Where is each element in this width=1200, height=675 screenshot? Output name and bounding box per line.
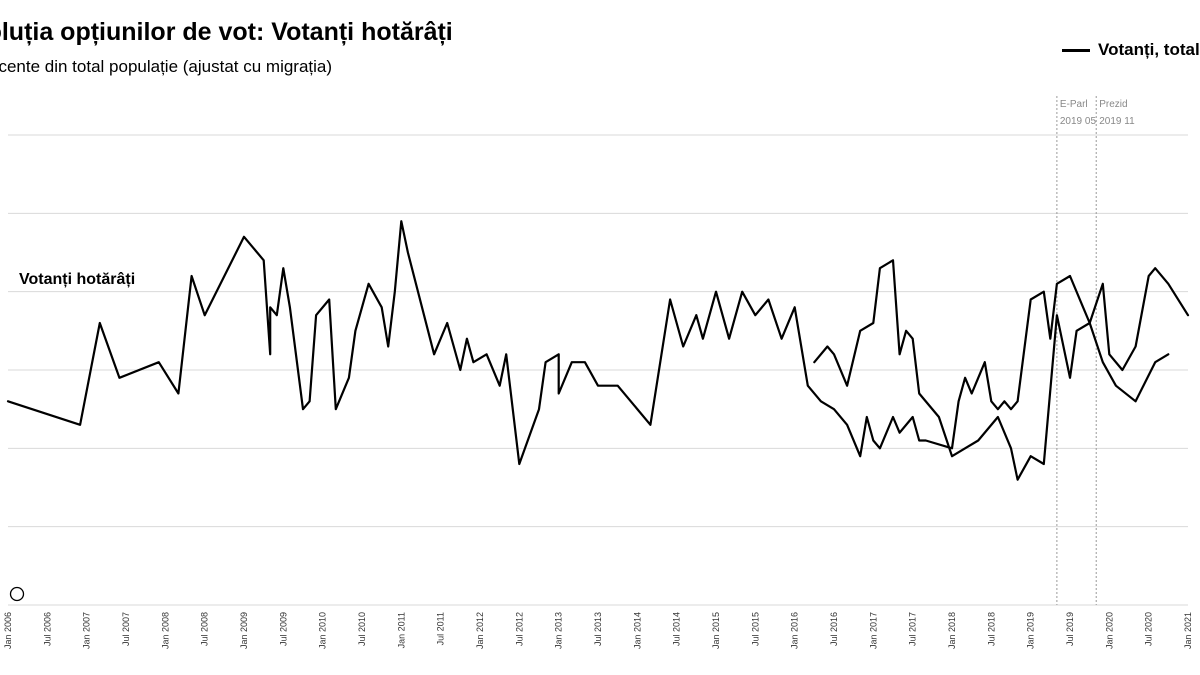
x-tick-label: Jan 2007 [82,612,92,649]
x-tick-label: Jan 2016 [790,612,800,649]
x-tick-label: Jan 2011 [396,612,406,648]
chart-subtitle: Procente din total populație (ajustat cu… [0,57,333,76]
series-line [6,220,1170,466]
legend-entry-label: Votanți, total [1098,40,1200,59]
x-tick-label: Jan 2015 [711,612,721,649]
x-tick-label: Jul 2016 [829,612,839,646]
event-marker-date: 2019 11 [1099,116,1135,127]
origin-marker [9,586,25,602]
series-label: Votanți hotărâți [19,271,136,288]
x-tick-label: Jul 2014 [672,612,682,646]
x-tick-label: Jul 2020 [1144,612,1154,646]
x-tick-label: Jan 2014 [632,612,642,649]
legend-line-swatch [1062,48,1090,52]
x-tick-label: Jan 2021 [1183,612,1193,649]
x-tick-label: Jul 2008 [200,612,210,646]
x-tick-label: Jul 2018 [986,612,996,646]
x-tick-label: Jul 2017 [908,612,918,646]
event-marker-date: 2019 05 [1060,116,1097,127]
x-tick-label: Jul 2006 [42,612,52,646]
x-tick-label: Jan 2020 [1104,612,1114,649]
x-tick-label: Jan 2012 [475,612,485,649]
x-tick-label: Jul 2019 [1065,612,1075,646]
chart-title: Evoluția opțiunilor de vot: Votanți hotă… [0,18,453,46]
x-tick-label: Jul 2015 [750,612,760,646]
x-tick-label: Jul 2011 [436,612,446,645]
series-line [813,259,1190,481]
x-tick-label: Jan 2008 [160,612,170,649]
x-tick-label: Jul 2009 [278,612,288,646]
x-tick-label: Jan 2013 [554,612,564,649]
x-tick-label: Jan 2017 [868,612,878,649]
x-tick-label: Jul 2012 [514,612,524,646]
x-tick-label: Jan 2018 [947,612,957,649]
x-tick-label: Jul 2013 [593,612,603,646]
event-marker-name: Prezid [1099,99,1127,110]
x-tick-label: Jan 2009 [239,612,249,649]
x-tick-label: Jul 2010 [357,612,367,646]
x-tick-label: Jan 2019 [1026,612,1036,649]
x-tick-label: Jan 2006 [3,612,13,649]
legend: Votanți, total [1062,40,1200,60]
event-marker-name: E-Parl [1060,99,1088,110]
x-tick-label: Jan 2010 [318,612,328,649]
x-tick-label: Jul 2007 [121,612,131,646]
